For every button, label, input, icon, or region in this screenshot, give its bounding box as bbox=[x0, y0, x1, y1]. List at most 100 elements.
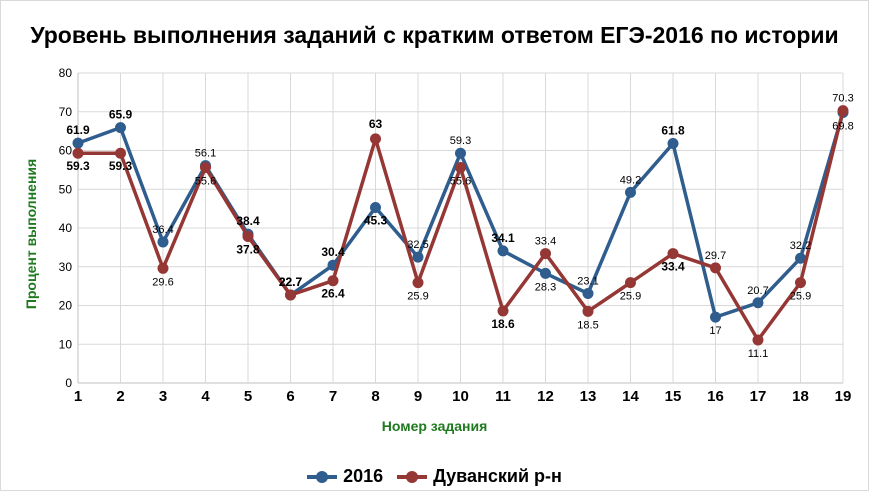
data-point-s1 bbox=[752, 334, 764, 346]
legend: 2016 Дуванский р-н bbox=[0, 466, 869, 487]
chart-title: Уровень выполнения заданий с кратким отв… bbox=[30, 22, 839, 48]
legend-item-2016: 2016 bbox=[307, 466, 383, 487]
legend-marker-duvansky bbox=[406, 470, 419, 483]
data-label-s0: 23.1 bbox=[577, 275, 598, 287]
legend-swatch-duvansky bbox=[397, 470, 428, 483]
x-tick-label: 8 bbox=[371, 388, 379, 405]
legend-label-2016: 2016 bbox=[343, 466, 384, 486]
data-label-s0: 32.2 bbox=[790, 240, 811, 252]
legend-swatch-2016 bbox=[307, 470, 338, 483]
data-label-s1: 29.6 bbox=[152, 276, 173, 288]
data-point-s1 bbox=[72, 147, 84, 159]
data-point-s0 bbox=[412, 251, 424, 263]
x-tick-label: 17 bbox=[750, 388, 767, 405]
x-tick-label: 4 bbox=[201, 388, 210, 405]
data-point-s0 bbox=[667, 138, 679, 150]
x-axis-label: Номер задания bbox=[381, 418, 488, 434]
x-tick-label: 6 bbox=[286, 388, 294, 405]
legend-label-duvansky: Дуванский р-н bbox=[433, 466, 562, 486]
data-point-s1 bbox=[837, 105, 849, 117]
data-point-s1 bbox=[242, 231, 254, 243]
data-point-s0 bbox=[115, 122, 126, 134]
data-point-s0 bbox=[370, 201, 381, 213]
data-label-s0: 65.9 bbox=[109, 108, 133, 122]
data-label-s0: 32.5 bbox=[407, 239, 428, 251]
data-point-s1 bbox=[710, 262, 721, 274]
data-label-s1: 33.4 bbox=[535, 236, 556, 248]
y-tick-label: 20 bbox=[59, 299, 73, 313]
legend-item-duvansky: Дуванский р-н bbox=[397, 466, 562, 487]
x-tick-label: 11 bbox=[495, 388, 511, 405]
legend-marker-2016 bbox=[316, 470, 329, 483]
data-label-s1: 25.9 bbox=[620, 291, 641, 303]
data-point-s0 bbox=[497, 245, 509, 257]
data-point-s1 bbox=[795, 277, 806, 289]
data-point-s0 bbox=[157, 236, 169, 248]
x-tick-label: 12 bbox=[537, 388, 554, 405]
y-tick-label: 50 bbox=[59, 182, 73, 196]
x-tick-label: 3 bbox=[159, 388, 167, 405]
data-point-s1 bbox=[455, 162, 466, 174]
y-tick-label: 60 bbox=[59, 144, 73, 158]
data-point-s0 bbox=[582, 287, 594, 299]
data-label-s0: 49.2 bbox=[620, 174, 641, 186]
data-label-s1: 25.9 bbox=[407, 291, 428, 303]
data-label-s0: 28.3 bbox=[535, 281, 556, 293]
data-point-s0 bbox=[72, 137, 84, 149]
data-label-s0: 38.4 bbox=[236, 214, 260, 228]
data-label-s1: 22.7 bbox=[279, 275, 303, 289]
data-point-s1 bbox=[285, 289, 296, 301]
data-point-s0 bbox=[752, 297, 764, 309]
data-label-s1: 18.6 bbox=[491, 317, 515, 331]
data-point-s1 bbox=[370, 133, 381, 145]
data-point-s1 bbox=[327, 275, 339, 287]
y-tick-label: 10 bbox=[59, 337, 73, 351]
x-tick-label: 13 bbox=[580, 388, 597, 405]
data-point-s1 bbox=[625, 277, 636, 289]
x-tick-label: 18 bbox=[792, 388, 809, 405]
data-label-s0: 20.7 bbox=[747, 285, 768, 297]
x-tick-label: 1 bbox=[74, 388, 82, 405]
data-label-s1: 70.3 bbox=[832, 93, 853, 105]
data-label-s1: 33.4 bbox=[661, 260, 685, 274]
data-label-s0: 61.9 bbox=[66, 123, 90, 137]
data-point-s1 bbox=[115, 147, 126, 159]
data-label-s0: 59.3 bbox=[450, 135, 471, 147]
data-label-s0: 45.3 bbox=[364, 213, 388, 227]
data-point-s0 bbox=[455, 147, 466, 159]
data-point-s1 bbox=[157, 262, 169, 274]
data-label-s1: 25.9 bbox=[790, 291, 811, 303]
x-tick-label: 16 bbox=[707, 388, 724, 405]
data-label-s1: 29.7 bbox=[705, 250, 726, 262]
data-label-s0: 17 bbox=[709, 325, 721, 337]
y-tick-label: 70 bbox=[59, 105, 73, 119]
data-label-s0: 56.1 bbox=[195, 148, 216, 160]
data-label-s1: 26.4 bbox=[321, 287, 345, 301]
y-tick-label: 0 bbox=[65, 376, 72, 390]
data-label-s1: 18.5 bbox=[577, 319, 598, 331]
data-point-s1 bbox=[497, 305, 509, 317]
data-label-s1: 55.6 bbox=[450, 176, 471, 188]
x-tick-label: 19 bbox=[835, 388, 852, 405]
data-label-s0: 61.8 bbox=[661, 124, 685, 138]
data-point-s1 bbox=[200, 162, 211, 174]
data-label-s1: 37.8 bbox=[236, 243, 260, 257]
x-tick-label: 15 bbox=[665, 388, 682, 405]
data-point-s1 bbox=[582, 305, 594, 317]
data-point-s1 bbox=[540, 248, 551, 260]
data-label-s0: 30.4 bbox=[321, 245, 345, 259]
y-tick-label: 40 bbox=[59, 221, 73, 235]
data-point-s1 bbox=[667, 248, 679, 260]
data-point-s0 bbox=[625, 186, 636, 198]
x-tick-label: 9 bbox=[414, 388, 422, 405]
data-label-s0: 36.4 bbox=[152, 224, 173, 236]
data-point-s1 bbox=[412, 277, 424, 289]
x-tick-label: 5 bbox=[244, 388, 252, 405]
data-label-s1: 63 bbox=[369, 117, 383, 131]
x-tick-label: 14 bbox=[622, 388, 639, 405]
data-label-s1: 59.3 bbox=[109, 159, 133, 173]
data-label-s1: 55.6 bbox=[195, 176, 216, 188]
data-point-s0 bbox=[710, 311, 721, 323]
